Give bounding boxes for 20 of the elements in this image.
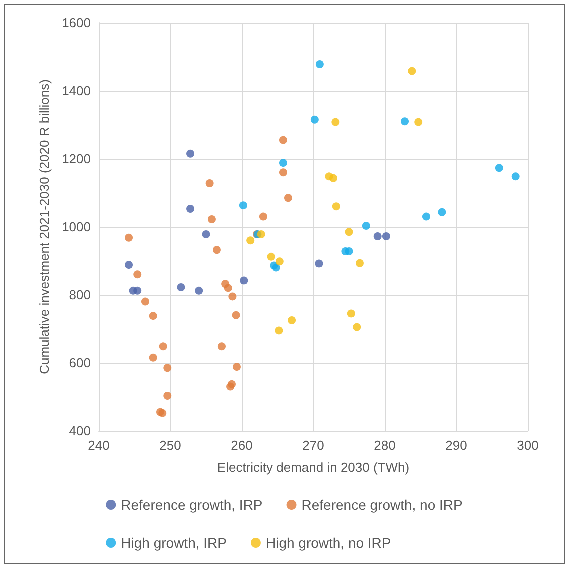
y-tick-label: 400 — [69, 424, 91, 438]
y-tick-label: 1600 — [62, 16, 91, 30]
legend-label: High growth, IRP — [121, 535, 227, 551]
x-tick-label: 270 — [302, 438, 324, 453]
legend-label: Reference growth, no IRP — [302, 497, 463, 513]
y-tick-label: 800 — [69, 288, 91, 302]
legend-label: Reference growth, IRP — [121, 497, 263, 513]
x-tick-label: 260 — [231, 438, 253, 453]
y-axis-title: Cumulative investment 2021-2030 (2020 R billions) — [37, 80, 52, 374]
x-tick-label: 240 — [88, 438, 110, 453]
y-tick-label: 1400 — [62, 84, 91, 98]
x-tick-label: 250 — [160, 438, 182, 453]
x-axis-title: Electricity demand in 2030 (TWh) — [217, 460, 410, 475]
y-tick-label: 600 — [69, 356, 91, 370]
y-tick-label: 1200 — [62, 152, 91, 166]
legend-label: High growth, no IRP — [266, 535, 392, 551]
x-tick-label: 280 — [374, 438, 396, 453]
x-tick-label: 290 — [446, 438, 468, 453]
x-tick-label: 300 — [517, 438, 539, 453]
y-tick-label: 1000 — [62, 220, 91, 234]
